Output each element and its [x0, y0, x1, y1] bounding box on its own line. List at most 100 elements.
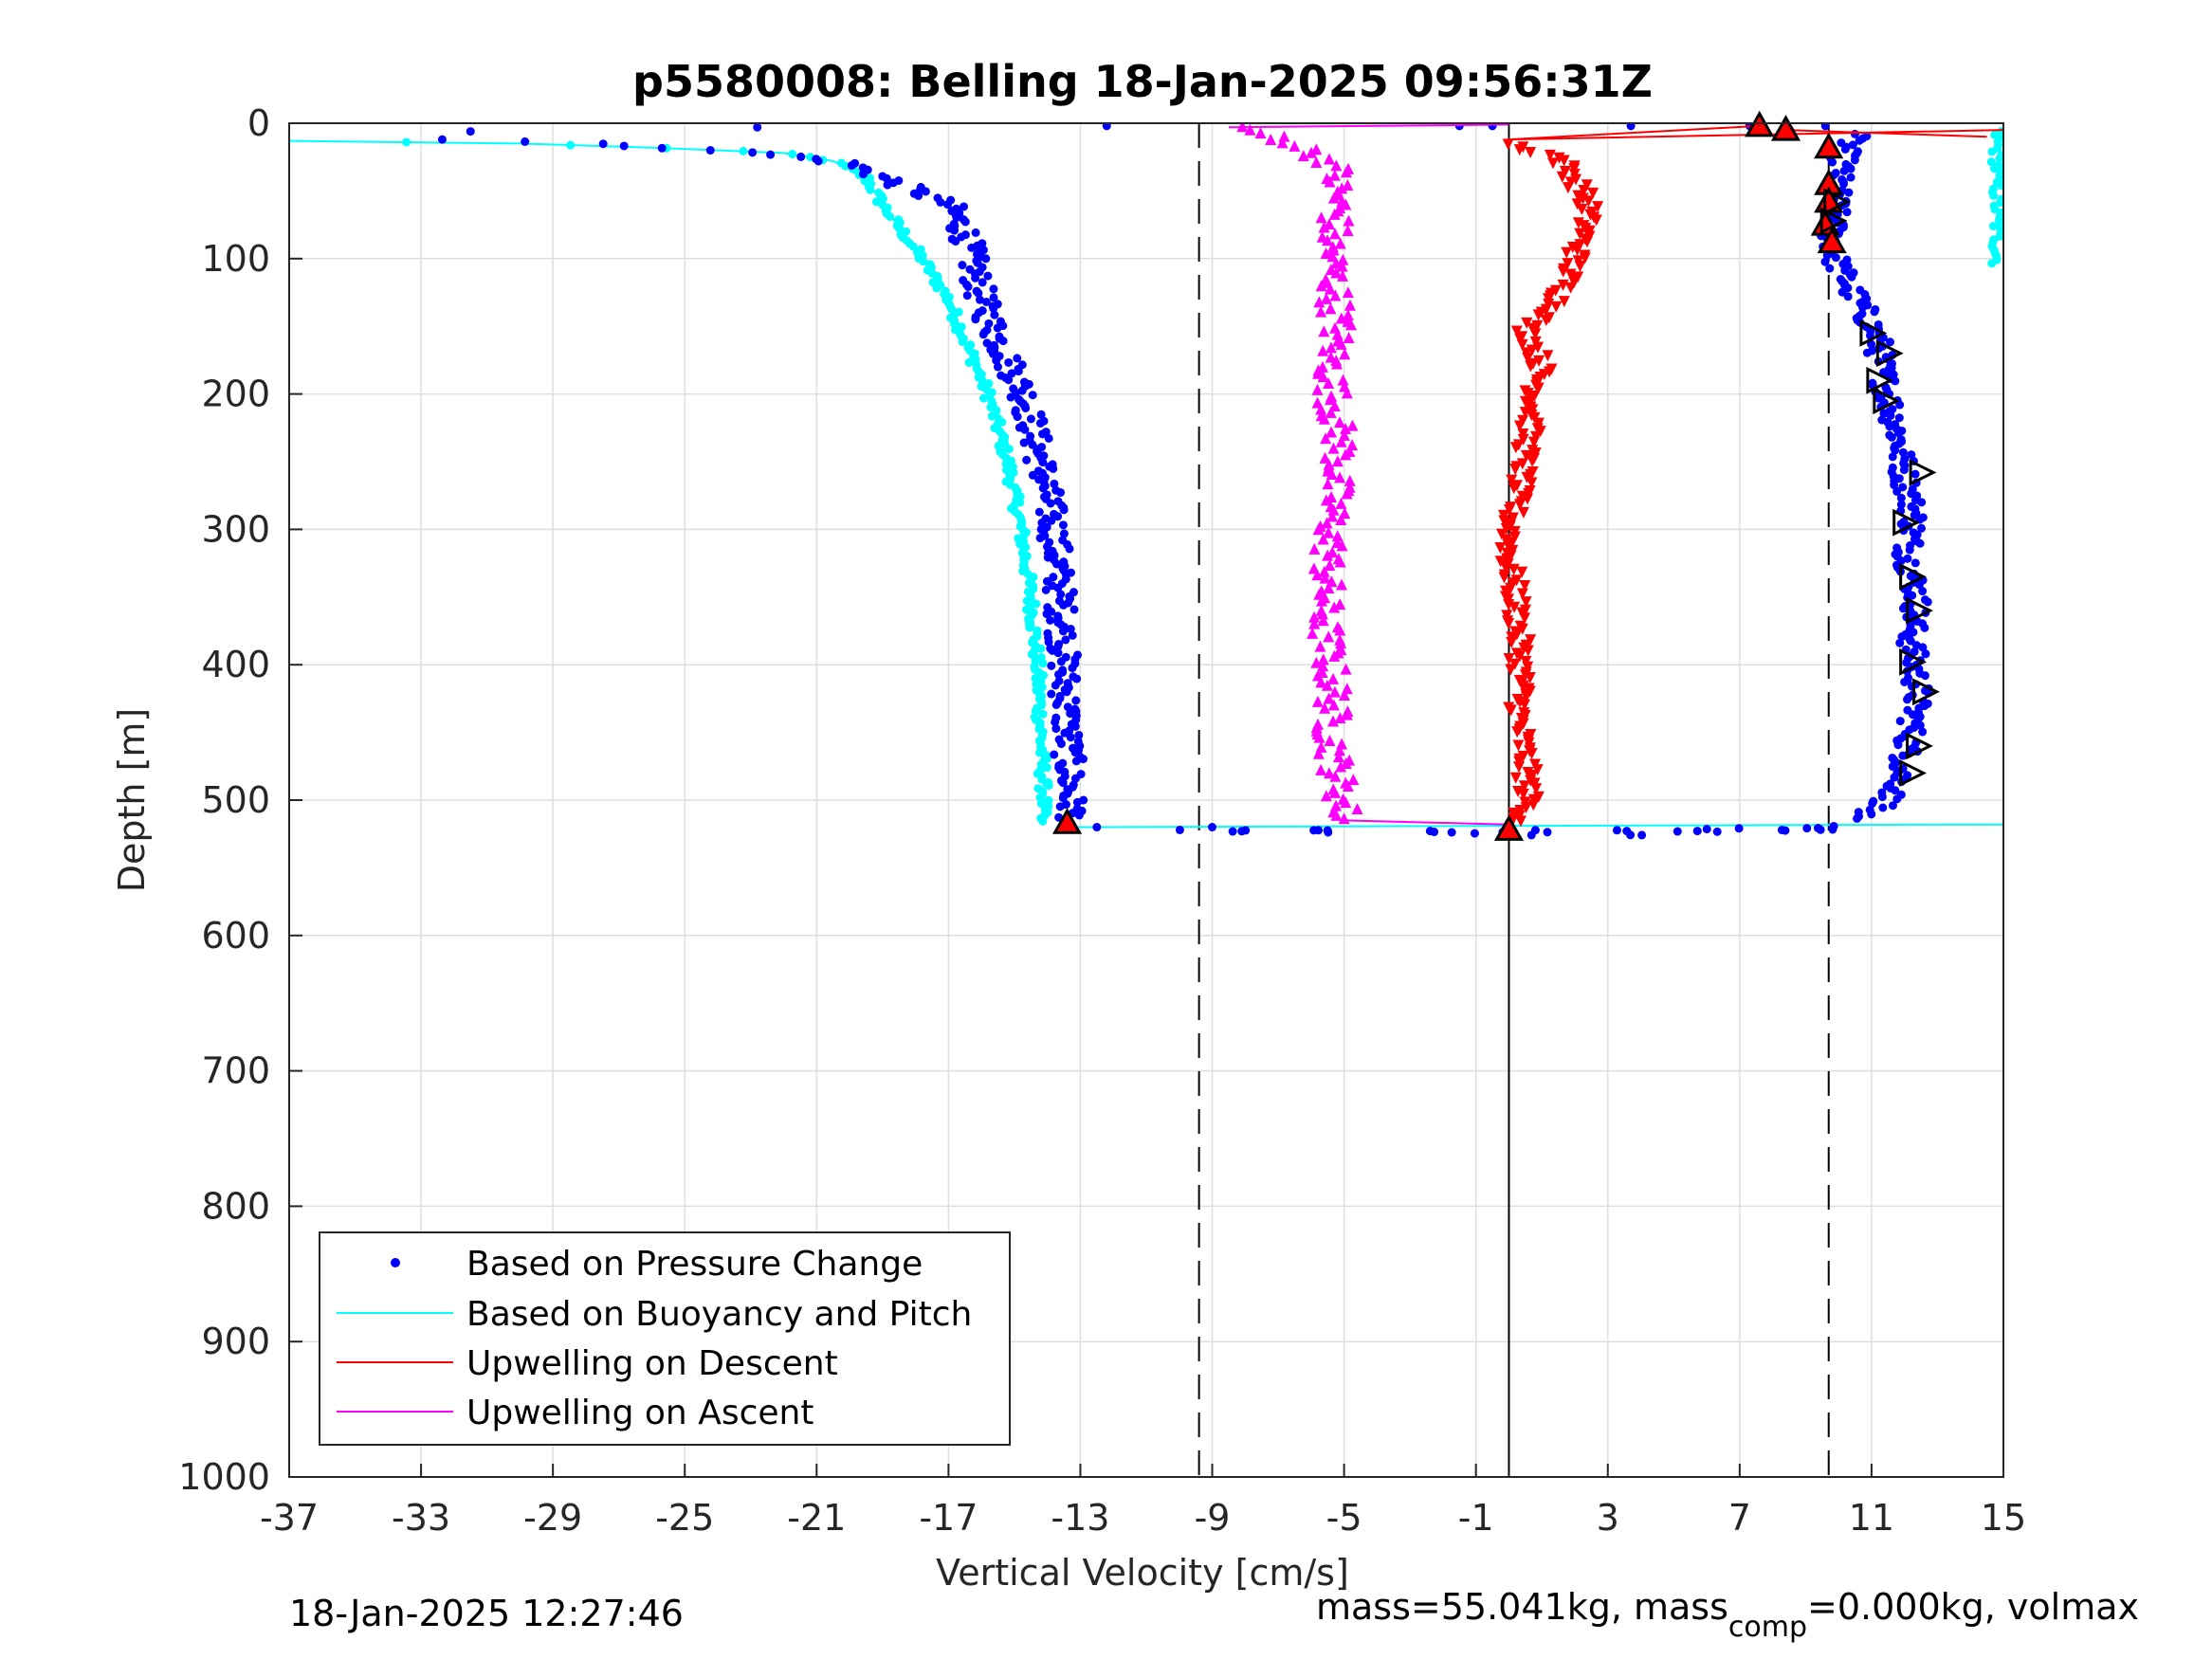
pressure-ascent-point — [1839, 166, 1849, 175]
upwelling-ascent-point — [1311, 383, 1324, 395]
pressure-outlier-point — [753, 123, 762, 132]
pressure-turnaround-point — [1237, 827, 1247, 836]
pressure-ascent-point — [1898, 751, 1908, 760]
pressure-descent-point — [949, 226, 959, 235]
buoyancy-point — [964, 357, 974, 367]
pressure-ascent-point — [1891, 786, 1900, 795]
pressure-ascent-point — [1918, 587, 1928, 596]
pressure-ascent-point — [1923, 597, 1932, 607]
pressure-ascent-point — [1896, 493, 1906, 502]
buoyancy-point — [1037, 775, 1047, 784]
pressure-descent-point — [989, 293, 998, 302]
upwelling-ascent-point — [1319, 702, 1331, 714]
x-tick-label: -1 — [1458, 1497, 1494, 1539]
upwelling-ascent-point — [1321, 679, 1333, 691]
buoyancy-point — [1004, 445, 1014, 454]
pressure-descent-point — [1065, 544, 1074, 554]
pressure-ascent-point — [1920, 623, 1929, 632]
upwelling-descent-point — [1509, 464, 1522, 476]
pressure-descent-point — [1070, 774, 1080, 783]
pressure-descent-point — [992, 356, 1001, 365]
pressure-descent-point — [974, 288, 983, 298]
pressure-descent-point — [989, 303, 998, 313]
upwelling-descent-point — [1518, 780, 1530, 793]
upwelling-ascent-point — [1334, 237, 1346, 249]
upwelling-ascent-point — [1325, 341, 1337, 354]
pressure-outlier-point — [1102, 123, 1111, 131]
upwelling-ascent-point — [1351, 802, 1363, 814]
upwelling-ascent-point — [1276, 137, 1289, 149]
upwelling-ascent-point — [1320, 432, 1332, 445]
upwelling-descent-point — [1517, 506, 1529, 519]
upwelling-ascent-point — [1254, 127, 1267, 139]
upwelling-ascent-point — [1335, 312, 1347, 324]
upwelling-ascent-point — [1320, 292, 1332, 304]
pressure-ascent-point — [1898, 483, 1908, 492]
legend: Based on Pressure Change Based on Buoyan… — [319, 1231, 1011, 1446]
upwelling-ascent-point — [1322, 478, 1334, 490]
pressure-descent-point — [1022, 455, 1032, 465]
pressure-descent-point — [960, 217, 970, 227]
pressure-outlier-point — [1626, 123, 1636, 131]
upwelling-ascent-point — [1319, 572, 1331, 584]
upwelling-ascent-point — [1306, 146, 1318, 158]
upwelling-ascent-point — [1333, 744, 1345, 757]
red-triangle-marker — [1745, 110, 1775, 137]
upwelling-descent-point — [1505, 704, 1517, 717]
pressure-ascent-point — [1915, 538, 1925, 548]
pressure-turnaround-point — [1828, 825, 1837, 834]
pressure-ascent-point — [1897, 631, 1907, 641]
pressure-descent-point — [1074, 811, 1084, 820]
open-triangle-marker — [1909, 458, 1937, 486]
pressure-ascent-point — [1843, 292, 1853, 301]
pressure-descent-point — [1058, 778, 1068, 788]
upwelling-ascent-point — [1330, 257, 1343, 269]
upwelling-descent-point — [1519, 699, 1531, 711]
chart-title: p5580008: Belling 18-Jan-2025 09:56:31Z — [632, 56, 1653, 107]
pressure-turnaround-point — [1543, 828, 1552, 837]
upwelling-ascent-point — [1343, 214, 1355, 227]
pressure-descent-point — [914, 191, 923, 201]
y-tick-label: 0 — [247, 102, 270, 144]
upwelling-ascent-point — [1308, 542, 1321, 555]
pressure-ascent-point — [1868, 798, 1877, 808]
upwelling-descent-point — [1520, 691, 1532, 703]
pressure-descent-point — [1042, 610, 1051, 619]
y-tick-label: 700 — [201, 1050, 270, 1092]
open-triangle-marker — [1899, 759, 1928, 787]
pressure-descent-point — [1036, 410, 1046, 419]
pressure-turnaround-point — [1781, 826, 1790, 835]
upwelling-ascent-point — [1334, 416, 1346, 428]
upwelling-descent-point — [1516, 588, 1528, 600]
upwelling-ascent-point — [1313, 296, 1325, 308]
pressure-ascent-point — [1896, 500, 1906, 509]
pressure-descent-point — [1026, 414, 1035, 424]
upwelling-ascent-point — [1315, 305, 1327, 318]
upwelling-ascent-point — [1331, 455, 1344, 467]
buoyancy-ascent-point — [1989, 191, 1999, 200]
upwelling-ascent-point — [1317, 533, 1329, 545]
buoyancy-ascent-point — [1988, 222, 1998, 231]
pressure-descent-point — [1062, 687, 1071, 697]
upwelling-ascent-point — [1312, 747, 1325, 759]
upwelling-ascent-point — [1342, 286, 1354, 299]
footer-timestamp: 18-Jan-2025 12:27:46 — [289, 1593, 684, 1634]
pressure-turnaround-point — [1314, 826, 1324, 835]
upwelling-ascent-point — [1334, 556, 1346, 568]
pressure-ascent-point — [1855, 136, 1864, 145]
pressure-descent-point — [1068, 664, 1077, 673]
buoyancy-point — [1038, 659, 1048, 668]
upwelling-ascent-point — [1328, 228, 1341, 240]
pressure-descent-point — [1047, 516, 1056, 525]
y-ticks: 0 100 200 300 400 500 600 700 800 900 1000 — [178, 102, 302, 1498]
pressure-descent-point — [1051, 681, 1060, 690]
upwelling-descent-point — [1502, 138, 1514, 151]
upwelling-ascent-point — [1342, 178, 1354, 191]
pressure-descent-point — [705, 146, 715, 155]
pressure-descent-point — [993, 323, 1002, 333]
pressure-turnaround-point — [1175, 825, 1184, 834]
upwelling-ascent-point — [1328, 649, 1341, 662]
upwelling-ascent-point — [1329, 289, 1342, 301]
y-tick-label: 100 — [201, 238, 270, 280]
upwelling-descent-point — [1513, 144, 1526, 156]
